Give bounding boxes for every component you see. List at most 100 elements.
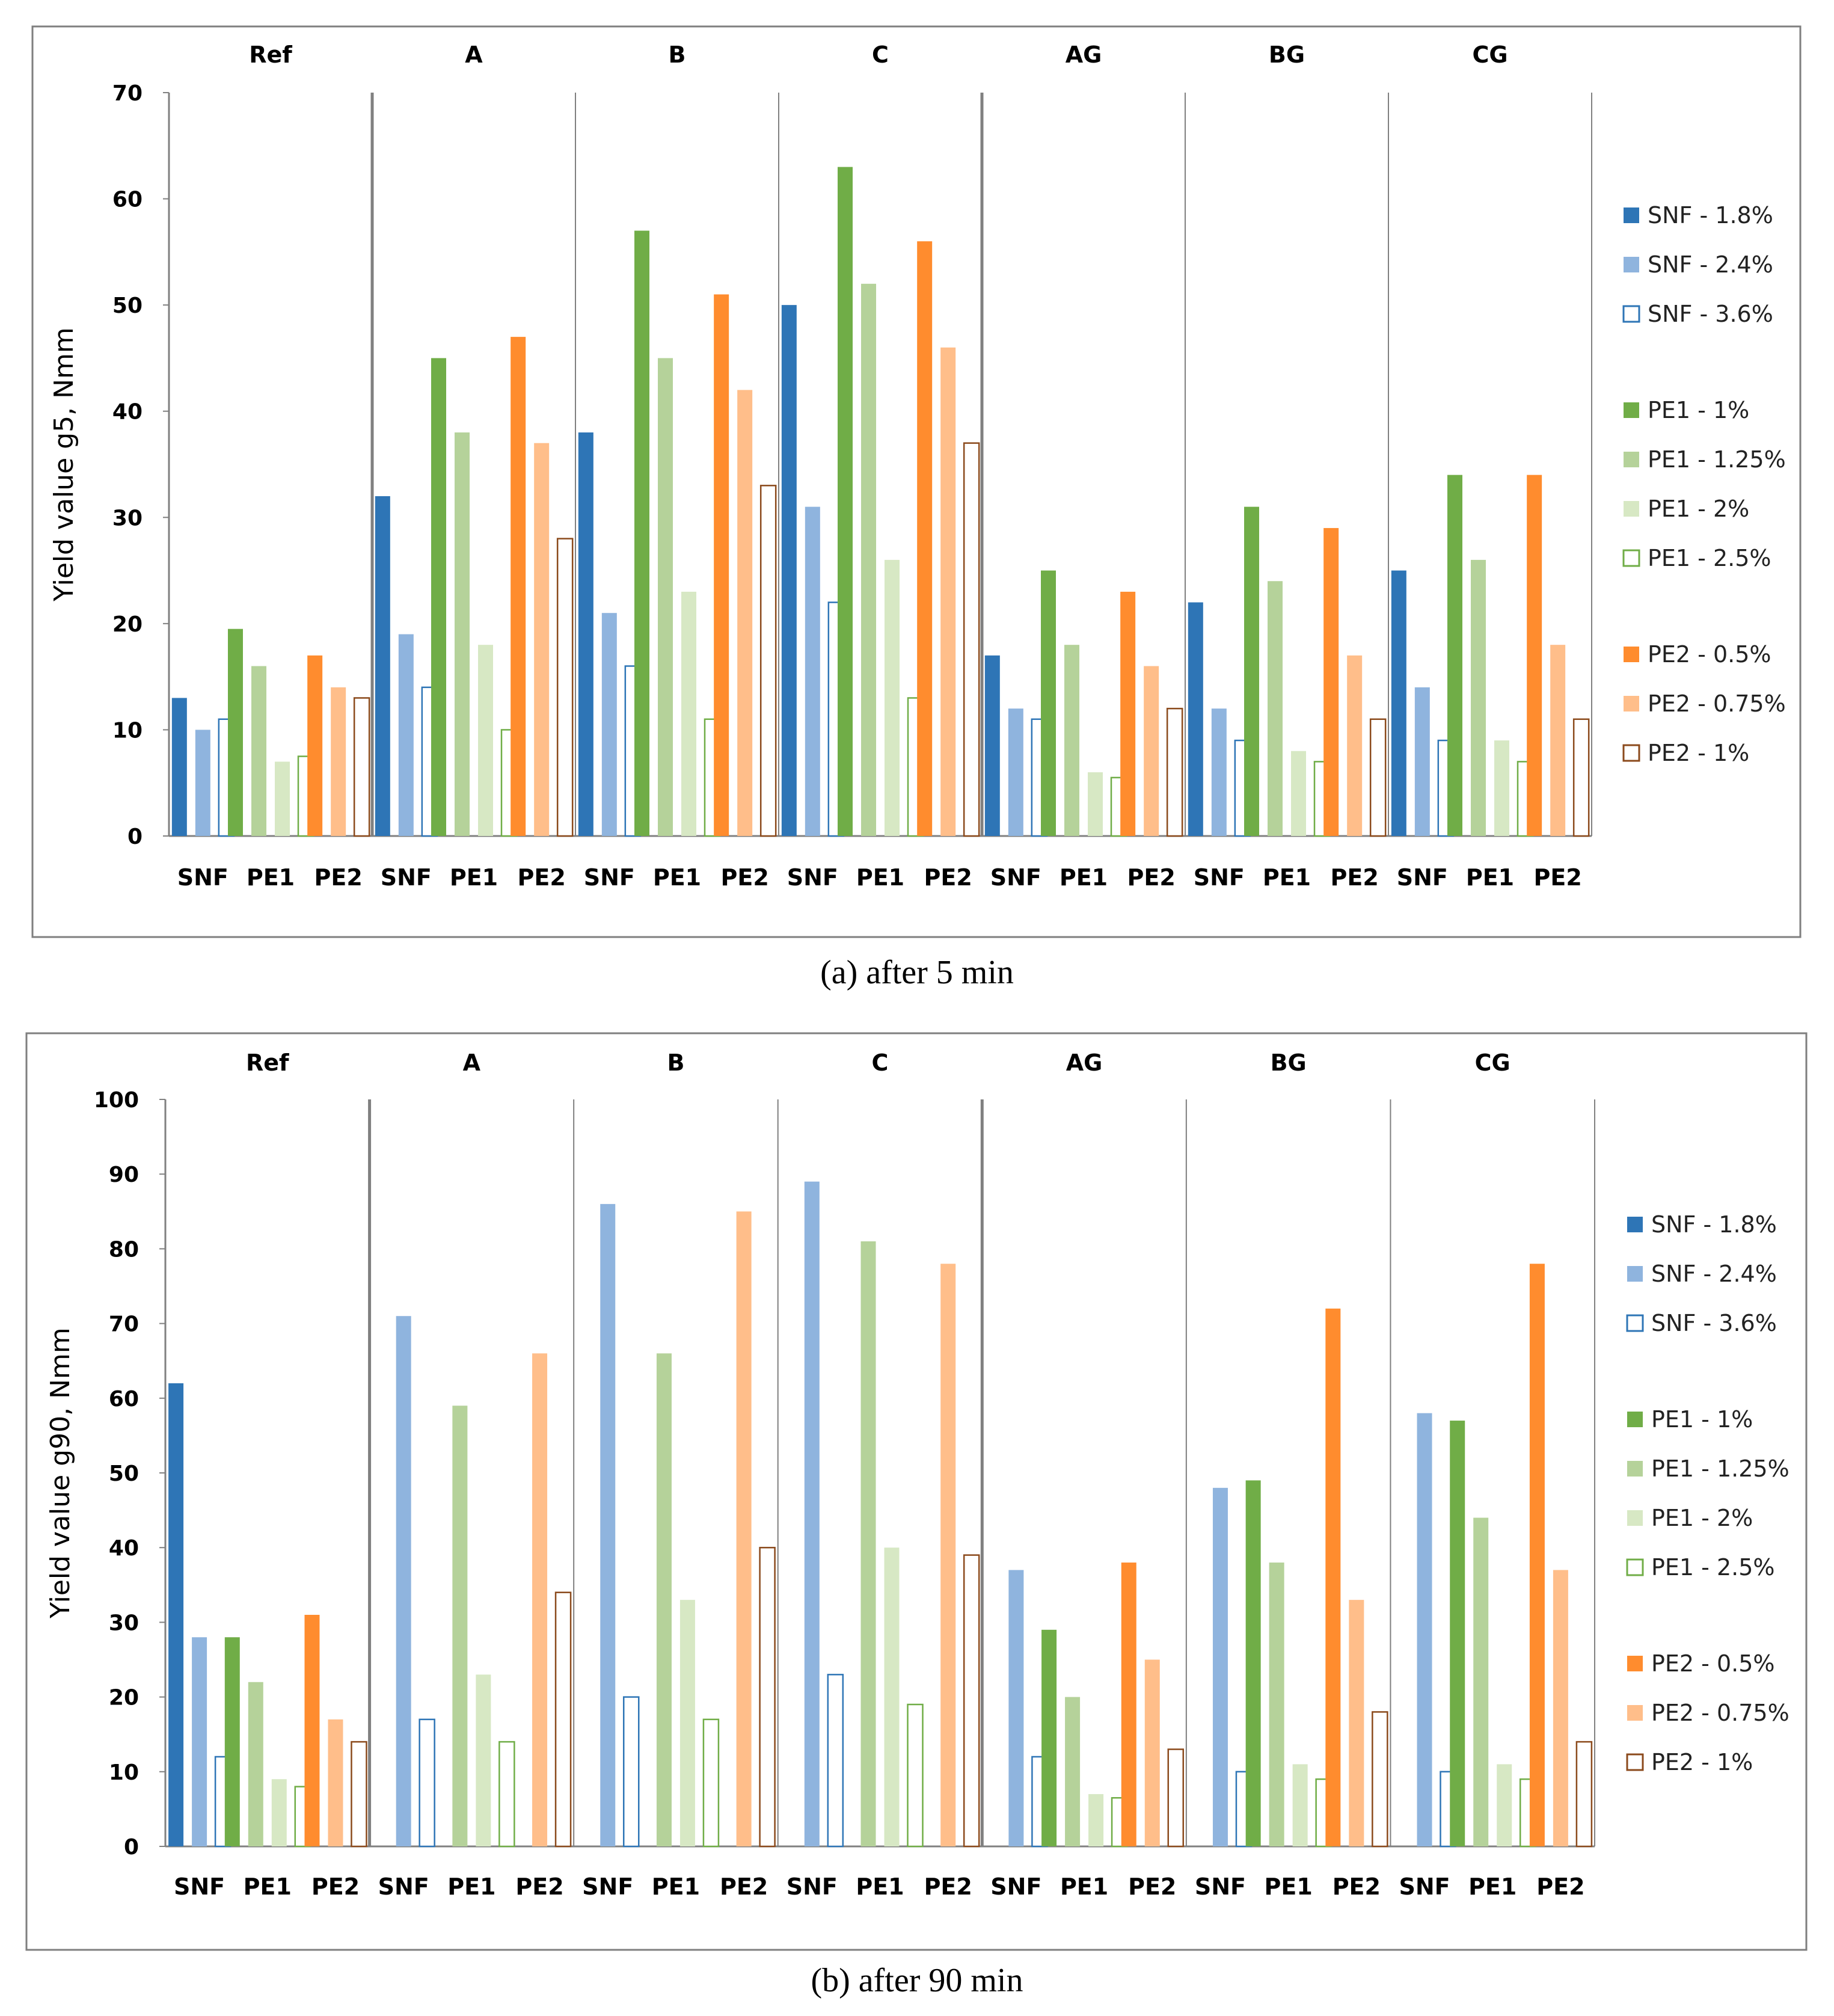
- bar-pe2_05: [1323, 527, 1339, 836]
- bar-pe1_2: [1292, 1764, 1308, 1846]
- bar-pe2_1: [1572, 718, 1590, 837]
- legend-swatch: [1626, 1314, 1644, 1332]
- bar-pe2_075: [1347, 655, 1363, 836]
- legend-swatch: [1627, 1461, 1643, 1477]
- legend-swatch: [1627, 1412, 1643, 1427]
- legend-label: SNF - 2.4%: [1648, 251, 1773, 278]
- bar-pe2_05: [307, 655, 323, 836]
- legend-label: PE1 - 1.25%: [1651, 1455, 1790, 1482]
- group-label: AG: [1066, 41, 1102, 68]
- legend-swatch: [1622, 549, 1640, 567]
- bar-pe2_1: [1575, 1741, 1593, 1848]
- bar-snf18: [1188, 602, 1203, 836]
- bar-pe1_1: [1041, 1629, 1057, 1846]
- x-tick-label: SNF: [584, 864, 635, 891]
- bar-pe2_05: [1121, 1563, 1136, 1846]
- legend-swatch: [1624, 452, 1639, 467]
- bar-pe2_1: [1167, 1748, 1185, 1848]
- y-tick-label: 70: [109, 1312, 139, 1337]
- bar-pe1_2: [478, 645, 493, 836]
- bar-pe1_2: [1291, 751, 1306, 836]
- bar-pe2_075: [532, 1353, 548, 1846]
- bar-snf24: [1414, 687, 1430, 836]
- bar-snf24: [192, 1637, 207, 1846]
- bar-pe1_2: [885, 559, 900, 836]
- bar-snf18: [578, 432, 593, 836]
- bar-pe1_125: [452, 1406, 468, 1846]
- bar-pe2_075: [1550, 645, 1566, 836]
- bar-pe2_1: [353, 697, 370, 837]
- bar-pe1_2: [476, 1674, 491, 1846]
- group-label: C: [872, 1049, 889, 1076]
- panel-a: 0 10 20 30 40 50 60 70 Yield value g5, Nmm Ref SNF…: [31, 25, 1802, 991]
- group-label: A: [463, 1049, 481, 1076]
- bar-pe2_1: [351, 1741, 367, 1848]
- legend-swatch: [1627, 1656, 1643, 1671]
- legend-label: PE1 - 2.5%: [1648, 545, 1771, 571]
- bar-pe2_05: [304, 1614, 320, 1846]
- bar-pe2_05: [1529, 1264, 1545, 1846]
- bar-pe2_075: [534, 443, 550, 836]
- x-tick-label: SNF: [582, 1873, 633, 1900]
- bar-pe2_05: [917, 241, 933, 836]
- x-tick-label: PE1: [653, 864, 701, 891]
- x-tick-label: PE2: [721, 864, 769, 891]
- legend-label: SNF - 3.6%: [1651, 1310, 1777, 1336]
- chart-frame: [25, 1032, 1808, 1951]
- group-label: B: [669, 41, 686, 68]
- y-tick-label: 40: [112, 400, 143, 425]
- x-tick-label: PE1: [1468, 1873, 1517, 1900]
- bar-pe2_1: [556, 538, 574, 837]
- bar-pe2_075: [1144, 666, 1159, 836]
- y-tick-label: 30: [112, 506, 143, 530]
- y-axis-title: Yield value g5, Nmm: [49, 327, 79, 601]
- bar-pe2_075: [737, 390, 753, 836]
- legend-swatch: [1624, 257, 1639, 272]
- group-label: BG: [1269, 41, 1305, 68]
- legend-label: PE2 - 0.75%: [1648, 690, 1786, 717]
- bar-pe1_1: [1041, 570, 1056, 836]
- bar-pe1_1: [431, 358, 446, 836]
- bar-pe2_05: [714, 294, 729, 836]
- y-tick-label: 50: [109, 1461, 139, 1486]
- bar-pe1_1: [1245, 1480, 1261, 1846]
- bar-pe1_25: [498, 1741, 515, 1848]
- group-label: CG: [1472, 41, 1507, 68]
- bar-snf24: [600, 1203, 616, 1846]
- legend-swatch: [1627, 1266, 1643, 1282]
- bar-pe1_125: [1065, 1697, 1081, 1846]
- x-tick-label: SNF: [990, 1873, 1041, 1900]
- legend-swatch: [1627, 1510, 1643, 1526]
- x-tick-label: PE1: [1466, 864, 1514, 891]
- bar-pe1_2: [1088, 1794, 1104, 1846]
- figure-caption: (a) after 5 min: [820, 954, 1014, 991]
- bar-pe2_075: [1553, 1570, 1568, 1846]
- group-label: C: [872, 41, 889, 68]
- bar-pe1_125: [251, 666, 266, 836]
- group-label: A: [465, 41, 483, 68]
- y-tick-label: 0: [124, 1835, 139, 1860]
- bar-pe2_1: [759, 1546, 776, 1848]
- group-label: AG: [1066, 1049, 1103, 1076]
- x-tick-label: PE2: [311, 1873, 360, 1900]
- bar-pe1_1: [1447, 475, 1462, 836]
- bar-pe1_125: [1268, 581, 1283, 836]
- x-tick-label: PE2: [518, 864, 566, 891]
- legend-swatch: [1624, 647, 1639, 662]
- y-tick-label: 40: [109, 1536, 139, 1561]
- bar-pe2_1: [1372, 1711, 1388, 1848]
- legend-label: PE2 - 0.75%: [1651, 1700, 1790, 1726]
- legend-label: PE2 - 0.5%: [1648, 641, 1771, 668]
- bar-snf36: [419, 1718, 435, 1848]
- bar-pe2_05: [511, 337, 526, 836]
- bar-snf24: [1008, 708, 1023, 836]
- bar-pe1_1: [228, 628, 243, 836]
- bar-pe2_1: [1369, 718, 1387, 837]
- bar-pe1_125: [861, 283, 876, 836]
- bar-snf24: [1417, 1413, 1432, 1846]
- bar-snf24: [1211, 708, 1227, 836]
- y-tick-label: 70: [112, 81, 143, 106]
- x-tick-label: SNF: [177, 864, 228, 891]
- bar-pe2_05: [1325, 1308, 1341, 1846]
- y-axis-title: Yield value g90, Nmm: [45, 1327, 76, 1618]
